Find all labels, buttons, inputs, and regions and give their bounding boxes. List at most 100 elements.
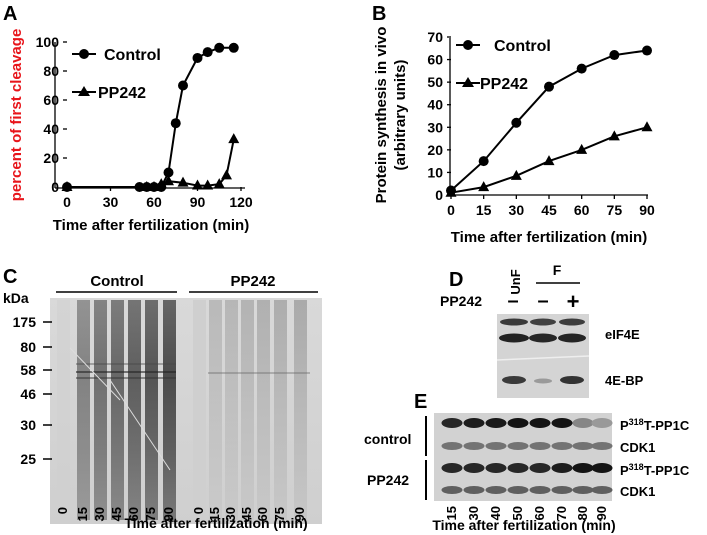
blot-e-band	[551, 442, 573, 450]
gel-c-lane-label: 75	[272, 507, 287, 521]
x-tick-label: 60	[574, 202, 590, 218]
blot-e-band	[507, 463, 529, 473]
data-point-pp242	[192, 179, 203, 190]
blot-e-band	[572, 418, 594, 428]
y-tick-label: 40	[43, 121, 59, 137]
panel-letter-a: A	[3, 3, 17, 25]
gel-c-x-label: Time after fertilization (min)	[124, 515, 307, 531]
blot-e-band	[572, 463, 594, 473]
blot-d-band-4ebp-2	[534, 378, 552, 384]
data-point-pp242	[163, 175, 174, 186]
blot-d-band-eif4e-1	[499, 333, 529, 343]
x-tick-label: 30	[509, 202, 525, 218]
blot-e-band	[463, 418, 485, 428]
gel-c-lane-label: 0	[191, 507, 206, 514]
data-point-control	[202, 47, 213, 58]
blot-e-group-pp242: PP242	[367, 472, 409, 488]
gel-lane	[241, 300, 254, 520]
gel-scratch	[69, 347, 121, 401]
blot-e: control PP242 P318T-PP1C CDK1 P318T-PP1C…	[364, 413, 690, 533]
blot-d-band-4ebp-1	[502, 376, 526, 384]
x-tick-label: 60	[146, 194, 162, 210]
blot-d-band-4ebp-3	[560, 376, 584, 384]
y-tick-label: 0	[435, 187, 443, 203]
gel-lane	[225, 300, 238, 520]
blot-e-band	[441, 486, 463, 494]
blot-e-band	[591, 463, 613, 473]
gel-c-lane-label: 15	[207, 507, 222, 521]
legend-pp242-marker	[462, 77, 474, 87]
y-tick-label: 40	[427, 97, 443, 113]
gel-c-group-pp242: PP242	[230, 273, 275, 290]
blot-e-band	[551, 463, 573, 473]
y-tick-label: 70	[427, 29, 443, 45]
x-tick-label: 0	[447, 202, 455, 218]
legend-pp242-label: PP242	[480, 76, 528, 93]
blot-e-band	[529, 442, 551, 450]
blot-e-band	[485, 418, 507, 428]
gel-c-lane-label: 90	[161, 507, 176, 521]
blot-e-band	[572, 486, 594, 494]
blot-e-band	[529, 418, 551, 428]
gel-c-marker-label: 58	[20, 362, 36, 378]
blot-e-band	[551, 486, 573, 494]
data-point-pp242	[576, 143, 588, 154]
blot-e-band	[572, 442, 594, 450]
gel-c-lane-label: 30	[223, 507, 238, 521]
blot-e-lane-label: 70	[554, 506, 569, 520]
blot-e-band	[463, 442, 485, 450]
data-point-control	[192, 52, 203, 63]
data-point-control	[170, 118, 181, 129]
gel-c-marker-label: 46	[20, 386, 36, 402]
y-tick-label: 60	[427, 52, 443, 68]
blot-e-band	[441, 442, 463, 450]
gel-lane	[77, 300, 90, 520]
gel-c-lane-label: 30	[92, 507, 107, 521]
data-point-control	[642, 45, 652, 56]
blot-d: UnF F PP242 – – + eIF4E 4E-BP	[440, 262, 644, 398]
x-tick-label: 0	[63, 194, 71, 210]
blot-d-row-label: PP242	[440, 293, 482, 309]
x-tick-label: 45	[541, 202, 557, 218]
data-point-pp242	[478, 181, 490, 192]
y-tick-label: 60	[43, 92, 59, 108]
gel-lane	[193, 300, 206, 520]
blot-e-label-cdk1-pp242: CDK1	[620, 484, 655, 499]
blot-d-scratch	[496, 355, 590, 361]
series-line-control	[450, 49, 648, 192]
y-tick-label: 10	[427, 164, 443, 180]
chart-b: 0 10 20 30 40 50 60 70 0 15 30 45 60 75 90 Control PP…	[373, 27, 655, 246]
legend-pp242-label: PP242	[98, 85, 146, 102]
legend-control-label: Control	[104, 47, 161, 64]
blot-e-band	[485, 463, 507, 473]
legend-pp242-marker	[78, 86, 90, 96]
data-point-pp242	[510, 169, 522, 180]
gel-lane	[163, 300, 176, 520]
x-tick-label: 90	[190, 194, 206, 210]
blot-e-lane-label: 80	[575, 506, 590, 520]
blot-e-lane-label: 30	[466, 506, 481, 520]
blot-e-band	[507, 418, 529, 428]
data-point-control	[478, 156, 489, 167]
data-point-pp242	[141, 181, 153, 191]
gel-scratch	[109, 379, 171, 471]
blot-e-band	[551, 418, 573, 428]
blot-e-label-p-pp1c-pp242: P318T-PP1C	[620, 462, 690, 478]
blot-d-sign-1: –	[507, 290, 518, 312]
blot-e-group-control: control	[364, 431, 411, 447]
gel-lane	[274, 300, 287, 520]
series-line-pp242	[67, 139, 235, 188]
blot-e-lane-label: 15	[444, 506, 459, 520]
gel-lane	[294, 300, 307, 520]
gel-lane	[145, 300, 158, 520]
data-point-pp242	[61, 181, 73, 191]
gel-c-lane-label: 45	[109, 507, 124, 521]
gel-c-lane-label: 90	[292, 507, 307, 521]
data-point-pp242	[221, 169, 232, 180]
data-point-pp242	[202, 179, 214, 190]
blot-d-sign-2: –	[537, 290, 548, 312]
data-point-control	[544, 81, 554, 92]
panel-letter-c: C	[3, 266, 17, 288]
